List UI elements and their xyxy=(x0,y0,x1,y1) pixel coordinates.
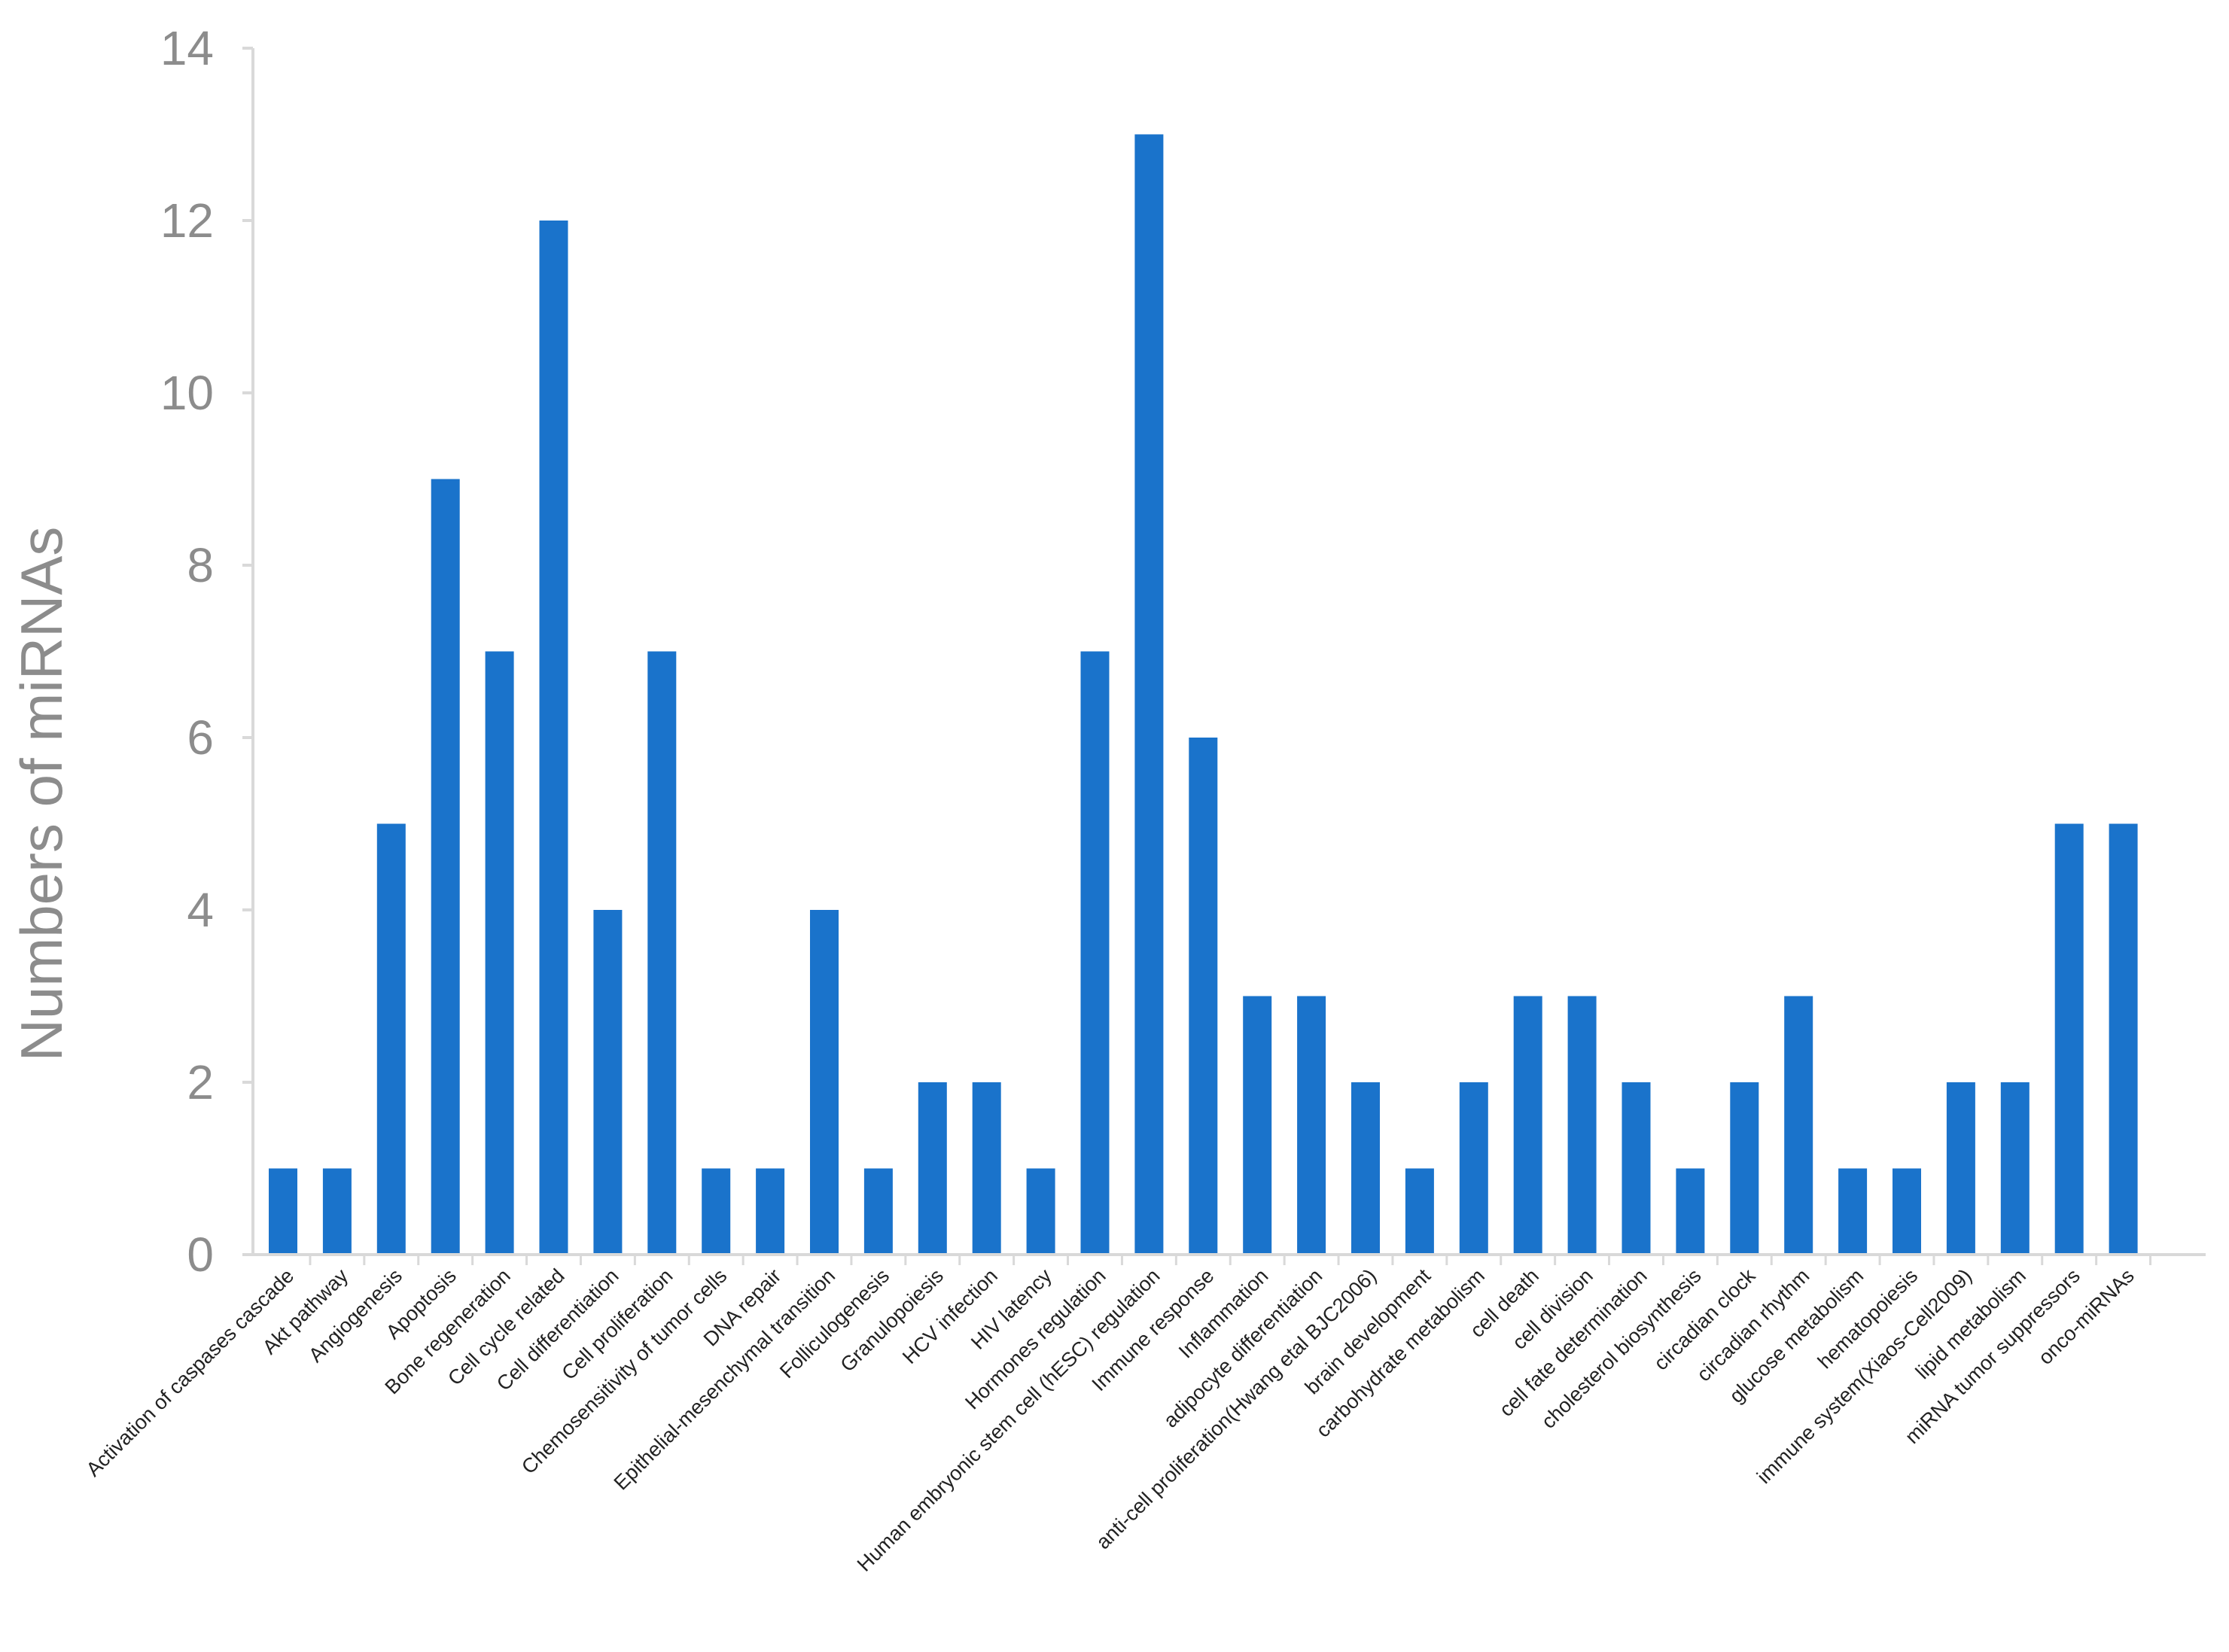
x-tick-label: HCV infection xyxy=(898,1264,1002,1368)
bar xyxy=(2000,1082,2030,1255)
x-tick-label: onco-miRNAs xyxy=(2034,1264,2139,1369)
bar xyxy=(1080,651,1110,1255)
y-tick-label: 6 xyxy=(187,710,214,765)
bar xyxy=(1243,996,1272,1255)
y-axis-label: Numbers of miRNAs xyxy=(8,527,75,1062)
bar xyxy=(1405,1168,1434,1255)
bar xyxy=(593,910,623,1255)
bar xyxy=(1622,1082,1651,1255)
y-tick-label: 8 xyxy=(187,538,214,592)
x-tick-label: Angiogenesis xyxy=(304,1264,407,1367)
bar xyxy=(269,1168,297,1255)
bar xyxy=(1026,1168,1055,1255)
bar xyxy=(918,1082,947,1255)
axes-group xyxy=(242,47,2206,1265)
y-tick-label: 12 xyxy=(160,193,214,248)
bar xyxy=(647,651,677,1255)
bar xyxy=(1297,996,1326,1255)
bar xyxy=(376,823,406,1255)
bar xyxy=(1134,134,1164,1255)
bar xyxy=(972,1082,1001,1255)
bar xyxy=(1838,1168,1868,1255)
bar xyxy=(756,1168,785,1255)
bar xyxy=(1459,1082,1488,1255)
bar xyxy=(2109,823,2138,1255)
bar xyxy=(1513,996,1542,1255)
bar xyxy=(863,1168,893,1255)
bar xyxy=(1189,738,1218,1255)
y-tick-labels: 0 2 4 6 8 10 12 14 xyxy=(160,21,214,1282)
bar xyxy=(431,479,460,1255)
y-tick-label: 0 xyxy=(187,1228,214,1282)
bar xyxy=(1946,1082,1975,1255)
y-tick-label: 4 xyxy=(187,883,214,937)
bar xyxy=(1351,1082,1380,1255)
bar xyxy=(322,1168,352,1255)
bar xyxy=(2054,823,2084,1255)
bar xyxy=(1893,1168,1921,1255)
bars-group xyxy=(269,134,2138,1255)
bar xyxy=(1567,996,1597,1255)
bar xyxy=(702,1168,731,1255)
bar xyxy=(485,651,514,1255)
bar xyxy=(810,910,839,1255)
bar xyxy=(1784,996,1813,1255)
y-tick-label: 2 xyxy=(187,1055,214,1109)
bar xyxy=(1730,1082,1759,1255)
y-tick-label: 14 xyxy=(160,21,214,75)
bar xyxy=(539,221,568,1255)
x-tick-label: Activation of caspases cascade xyxy=(82,1264,299,1481)
bar xyxy=(1676,1168,1705,1255)
y-tick-label: 10 xyxy=(160,366,214,420)
